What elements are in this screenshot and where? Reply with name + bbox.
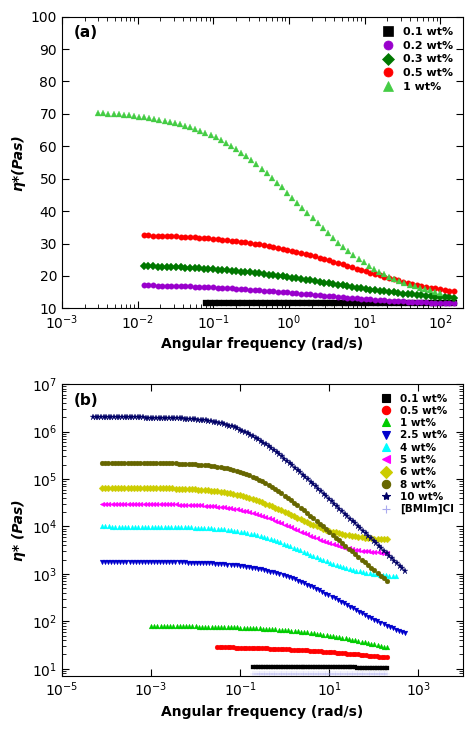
Text: (b): (b) <box>74 393 99 408</box>
Legend: 0.1 wt%, 0.2 wt%, 0.3 wt%, 0.5 wt%, 1 wt%: 0.1 wt%, 0.2 wt%, 0.3 wt%, 0.5 wt%, 1 wt… <box>373 22 457 96</box>
Y-axis label: η*(Pas): η*(Pas) <box>11 134 25 191</box>
Text: (a): (a) <box>74 26 98 40</box>
X-axis label: Angular frequency (rad/s): Angular frequency (rad/s) <box>161 705 364 719</box>
Y-axis label: η* (Pas): η* (Pas) <box>12 499 26 561</box>
Legend: 0.1 wt%, 0.5 wt%, 1 wt%, 2.5 wt%, 4 wt%, 5 wt%, 6 wt%, 8 wt%, 10 wt%, [BMIm]Cl: 0.1 wt%, 0.5 wt%, 1 wt%, 2.5 wt%, 4 wt%,… <box>372 389 458 518</box>
X-axis label: Angular frequency (rad/s): Angular frequency (rad/s) <box>161 337 364 351</box>
